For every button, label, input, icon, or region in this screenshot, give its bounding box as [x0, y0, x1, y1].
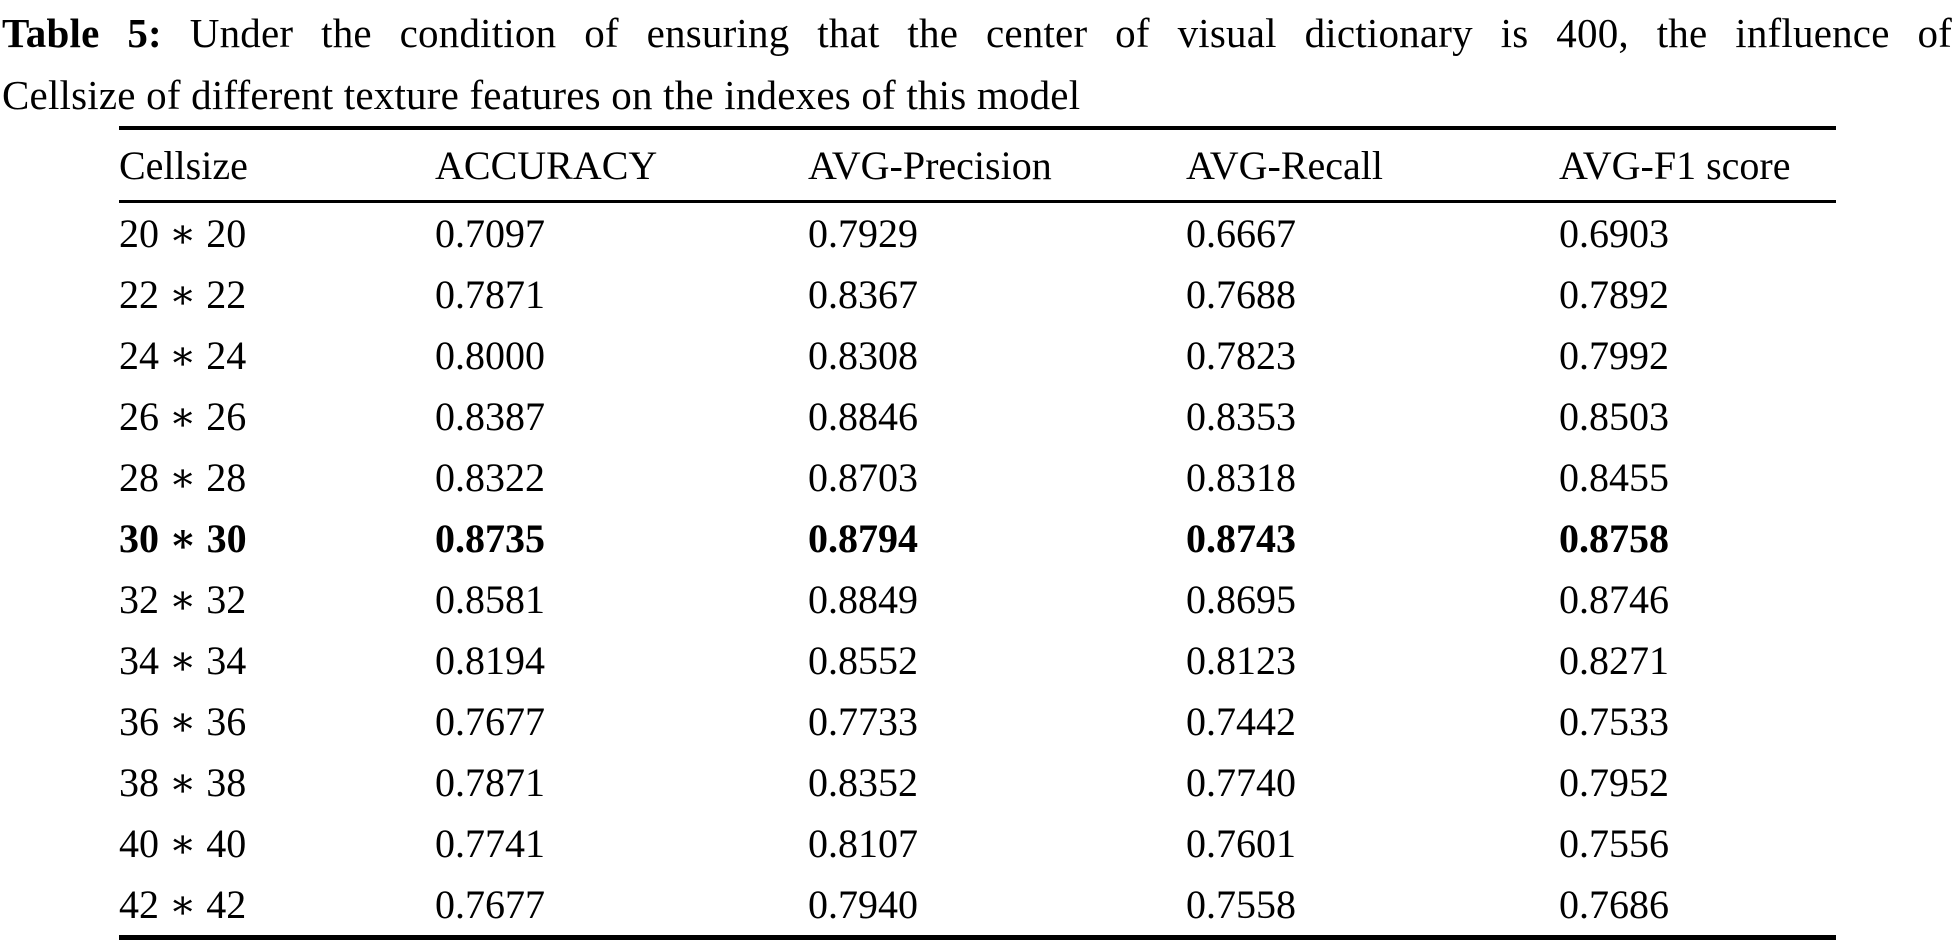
cell-cellsize: 22 ∗ 22 [119, 272, 247, 317]
caption-line-2: Cellsize of different texture features o… [2, 72, 1081, 118]
cell-avg-precision: 0.8849 [808, 577, 918, 622]
cell-avg-f1: 0.8758 [1559, 516, 1669, 561]
cell-avg-precision: 0.8308 [808, 333, 918, 378]
cell-cellsize: 34 ∗ 34 [119, 638, 247, 683]
cell-cellsize: 38 ∗ 38 [119, 760, 247, 805]
cell-accuracy: 0.8387 [435, 394, 545, 439]
cell-avg-precision: 0.8107 [808, 821, 918, 866]
cell-cellsize: 28 ∗ 28 [119, 455, 247, 500]
cell-avg-f1: 0.7686 [1559, 882, 1669, 927]
caption-text-line-1: Under the condition of ensuring that the… [189, 10, 1953, 56]
cell-avg-recall: 0.6667 [1186, 211, 1296, 256]
cell-accuracy: 0.7741 [435, 821, 545, 866]
table-row: 26 ∗ 26 0.8387 0.8846 0.8353 0.8503 [119, 386, 1836, 447]
cell-cellsize: 20 ∗ 20 [119, 211, 247, 256]
cell-cellsize: 42 ∗ 42 [119, 882, 247, 927]
table-header-row: Cellsize ACCURACY AVG-Precision AVG-Reca… [119, 128, 1836, 202]
cell-avg-recall: 0.7601 [1186, 821, 1296, 866]
table-row: 38 ∗ 38 0.7871 0.8352 0.7740 0.7952 [119, 752, 1836, 813]
cell-avg-recall: 0.7823 [1186, 333, 1296, 378]
cell-avg-recall: 0.7558 [1186, 882, 1296, 927]
table-row: 32 ∗ 32 0.8581 0.8849 0.8695 0.8746 [119, 569, 1836, 630]
column-header-accuracy: ACCURACY [435, 142, 658, 188]
cell-accuracy: 0.8194 [435, 638, 545, 683]
cell-avg-recall: 0.8743 [1186, 516, 1296, 561]
cell-avg-f1: 0.6903 [1559, 211, 1669, 256]
cell-avg-f1: 0.8271 [1559, 638, 1669, 683]
table-row: 24 ∗ 24 0.8000 0.8308 0.7823 0.7992 [119, 325, 1836, 386]
cell-cellsize: 36 ∗ 36 [119, 699, 247, 744]
cell-accuracy: 0.7871 [435, 760, 545, 805]
cell-avg-recall: 0.8695 [1186, 577, 1296, 622]
cell-accuracy: 0.8000 [435, 333, 545, 378]
cell-avg-f1: 0.7892 [1559, 272, 1669, 317]
caption-line-1: Table 5: Under the condition of ensuring… [2, 2, 1952, 64]
cell-avg-recall: 0.7688 [1186, 272, 1296, 317]
table-row: 20 ∗ 20 0.7097 0.7929 0.6667 0.6903 [119, 202, 1836, 265]
table-row: 28 ∗ 28 0.8322 0.8703 0.8318 0.8455 [119, 447, 1836, 508]
cell-avg-f1: 0.8455 [1559, 455, 1669, 500]
cell-cellsize: 40 ∗ 40 [119, 821, 247, 866]
table-row: 42 ∗ 42 0.7677 0.7940 0.7558 0.7686 [119, 874, 1836, 938]
cell-avg-f1: 0.8503 [1559, 394, 1669, 439]
cell-avg-precision: 0.8846 [808, 394, 918, 439]
table-row: 30 ∗ 30 0.8735 0.8794 0.8743 0.8758 [119, 508, 1836, 569]
table-row: 22 ∗ 22 0.7871 0.8367 0.7688 0.7892 [119, 264, 1836, 325]
cell-avg-recall: 0.7740 [1186, 760, 1296, 805]
cell-avg-precision: 0.7733 [808, 699, 918, 744]
results-table: Cellsize ACCURACY AVG-Precision AVG-Reca… [119, 126, 1836, 940]
cell-avg-precision: 0.8794 [808, 516, 918, 561]
column-header-avg-precision: AVG-Precision [808, 142, 1052, 188]
cell-avg-f1: 0.7556 [1559, 821, 1669, 866]
cell-avg-precision: 0.8367 [808, 272, 918, 317]
table-body: 20 ∗ 20 0.7097 0.7929 0.6667 0.6903 22 ∗ 22 0.… [119, 202, 1836, 938]
cell-accuracy: 0.7677 [435, 882, 545, 927]
column-header-avg-f1-score: AVG-F1 score [1559, 142, 1791, 188]
column-header-avg-recall: AVG-Recall [1186, 142, 1383, 188]
column-header-cellsize: Cellsize [119, 142, 248, 188]
cell-cellsize: 24 ∗ 24 [119, 333, 247, 378]
cell-accuracy: 0.8322 [435, 455, 545, 500]
table-row: 36 ∗ 36 0.7677 0.7733 0.7442 0.7533 [119, 691, 1836, 752]
cell-avg-precision: 0.8703 [808, 455, 918, 500]
cell-avg-f1: 0.7952 [1559, 760, 1669, 805]
cell-avg-f1: 0.8746 [1559, 577, 1669, 622]
cell-avg-precision: 0.7929 [808, 211, 918, 256]
cell-accuracy: 0.8735 [435, 516, 545, 561]
table-row: 40 ∗ 40 0.7741 0.8107 0.7601 0.7556 [119, 813, 1836, 874]
cell-avg-recall: 0.7442 [1186, 699, 1296, 744]
cell-avg-precision: 0.8552 [808, 638, 918, 683]
table-caption: Table 5: Under the condition of ensuring… [0, 0, 1954, 126]
cell-avg-recall: 0.8353 [1186, 394, 1296, 439]
cell-avg-recall: 0.8123 [1186, 638, 1296, 683]
cell-cellsize: 26 ∗ 26 [119, 394, 247, 439]
table-row: 34 ∗ 34 0.8194 0.8552 0.8123 0.8271 [119, 630, 1836, 691]
cell-avg-precision: 0.7940 [808, 882, 918, 927]
cell-accuracy: 0.7677 [435, 699, 545, 744]
caption-label: Table 5: [2, 10, 162, 56]
cell-cellsize: 30 ∗ 30 [119, 516, 247, 561]
cell-avg-recall: 0.8318 [1186, 455, 1296, 500]
cell-avg-f1: 0.7533 [1559, 699, 1669, 744]
cell-avg-precision: 0.8352 [808, 760, 918, 805]
cell-accuracy: 0.7097 [435, 211, 545, 256]
cell-cellsize: 32 ∗ 32 [119, 577, 247, 622]
cell-avg-f1: 0.7992 [1559, 333, 1669, 378]
cell-accuracy: 0.8581 [435, 577, 545, 622]
cell-accuracy: 0.7871 [435, 272, 545, 317]
